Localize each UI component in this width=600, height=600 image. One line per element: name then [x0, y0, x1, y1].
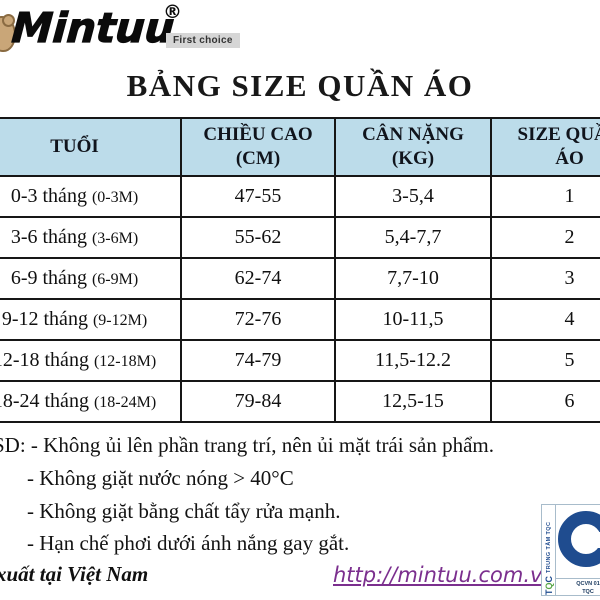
cell-height: 74-79 — [180, 339, 336, 382]
cell-height: 72-76 — [180, 298, 336, 341]
table-row: 3-6 tháng (3-6M) 55-62 5,4-7,7 2 — [0, 216, 600, 259]
header-age: TUỔI — [0, 117, 182, 177]
cell-height: 55-62 — [180, 216, 336, 259]
tqc-vertical-strip: TQC TRUNG TÂM TQC — [542, 505, 556, 595]
cell-height: 62-74 — [180, 257, 336, 300]
care-instruction-line: SD: - Không ủi lên phần trang trí, nên ủ… — [0, 433, 494, 457]
header-weight: CÂN NẶNG (KG) — [334, 117, 492, 177]
care-instruction-line: - Không giặt nước nóng > 40°C — [27, 466, 294, 490]
cell-age: 9-12 tháng (9-12M) — [0, 298, 182, 341]
cell-size: 2 — [490, 216, 600, 259]
tqc-vertical-label: TRUNG TÂM TQC — [546, 521, 552, 573]
table-row: 6-9 tháng (6-9M) 62-74 7,7-10 3 — [0, 257, 600, 300]
cell-height: 47-55 — [180, 175, 336, 218]
table-row: 12-18 tháng (12-18M) 74-79 11,5-12.2 5 — [0, 339, 600, 382]
page-title: BẢNG SIZE QUẦN ÁO — [126, 68, 474, 103]
teddy-bear-icon — [0, 14, 16, 52]
tqc-c-mark-opening — [588, 532, 600, 548]
table-row: 0-3 tháng (0-3M) 47-55 3-5,4 1 — [0, 175, 600, 218]
cell-size: 4 — [490, 298, 600, 341]
table-header-row: TUỔI CHIỀU CAO (CM) CÂN NẶNG (KG) SIZE Q… — [0, 117, 600, 177]
cell-age: 18-24 tháng (18-24M) — [0, 380, 182, 423]
cell-weight: 7,7-10 — [334, 257, 492, 300]
cell-height: 79-84 — [180, 380, 336, 423]
tqc-certification-badge: TQC TRUNG TÂM TQC QCVN 01 TQC — [541, 504, 600, 596]
website-link[interactable]: http://mintuu.com.vn — [333, 563, 556, 587]
registered-trademark-icon: ® — [163, 1, 182, 23]
table-row: 18-24 tháng (18-24M) 79-84 12,5-15 6 — [0, 380, 600, 423]
header-size: SIZE QUẦN ÁO — [490, 117, 600, 177]
cell-age: 3-6 tháng (3-6M) — [0, 216, 182, 259]
brand-logo: Mintuu — [10, 3, 177, 52]
header-height: CHIỀU CAO (CM) — [180, 117, 336, 177]
tqc-qcvn-label: QCVN 01 TQC — [556, 578, 600, 595]
size-table: TUỔI CHIỀU CAO (CM) CÂN NẶNG (KG) SIZE Q… — [0, 117, 600, 423]
cell-age: 6-9 tháng (6-9M) — [0, 257, 182, 300]
cell-age: 12-18 tháng (12-18M) — [0, 339, 182, 382]
brand-tagline-badge: First choice — [166, 33, 240, 48]
cell-size: 1 — [490, 175, 600, 218]
cell-age: 0-3 tháng (0-3M) — [0, 175, 182, 218]
cell-size: 3 — [490, 257, 600, 300]
care-instruction-line: - Không giặt bằng chất tẩy rửa mạnh. — [27, 499, 341, 523]
cell-size: 6 — [490, 380, 600, 423]
care-instruction-line: - Hạn chế phơi dưới ánh nắng gay gắt. — [27, 531, 350, 555]
cell-weight: 11,5-12.2 — [334, 339, 492, 382]
made-in-label: xuất tại Việt Nam — [0, 562, 149, 586]
cell-weight: 3-5,4 — [334, 175, 492, 218]
tqc-logo-icon: TQC — [544, 575, 554, 595]
cell-weight: 10-11,5 — [334, 298, 492, 341]
table-row: 9-12 tháng (9-12M) 72-76 10-11,5 4 — [0, 298, 600, 341]
cell-size: 5 — [490, 339, 600, 382]
cell-weight: 12,5-15 — [334, 380, 492, 423]
cell-weight: 5,4-7,7 — [334, 216, 492, 259]
